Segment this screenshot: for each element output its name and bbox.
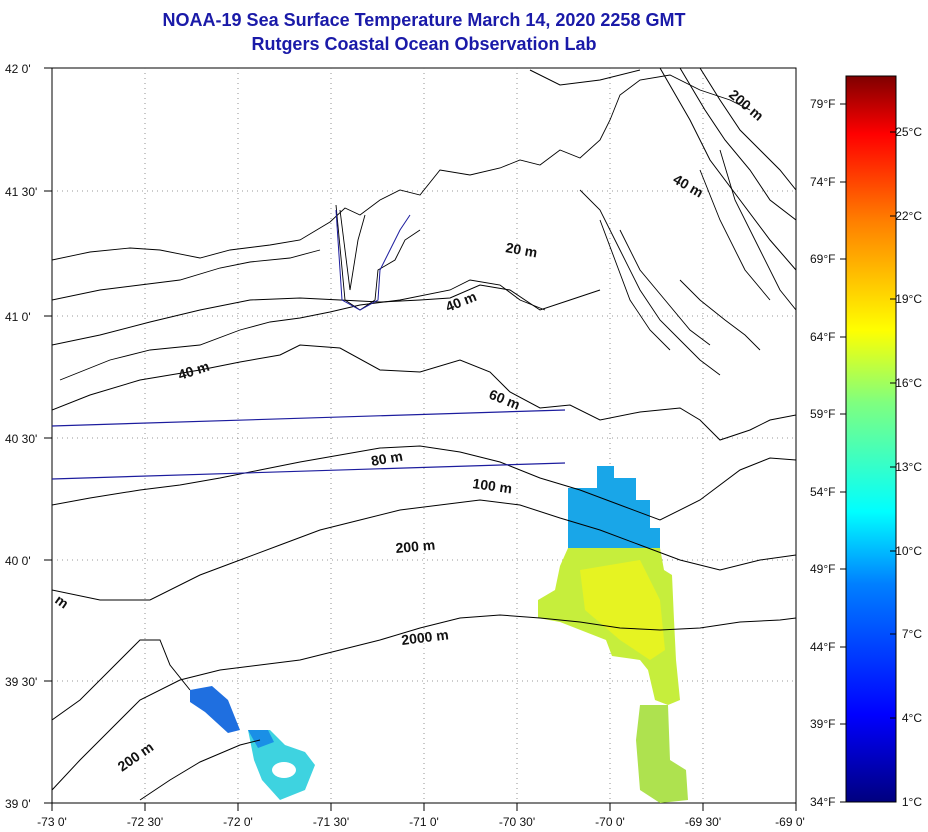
- colorbar-f-label: 69°F: [810, 252, 835, 266]
- sst-data: [190, 466, 688, 803]
- colorbar-c-label: 22°C: [895, 209, 922, 223]
- colorbar-c-label: 1°C: [902, 795, 922, 809]
- colorbar-f-label: 39°F: [810, 717, 835, 731]
- colorbar-gradient: [845, 75, 897, 803]
- lat-label: 39 0': [5, 797, 31, 811]
- lat-label: 40 30': [5, 432, 37, 446]
- lon-label: -72 0': [223, 815, 253, 829]
- depth-contours: [52, 68, 796, 801]
- map-panel: 200 m 40 m 20 m 40 m 40 m 60 m 80 m 100 …: [5, 62, 805, 829]
- map-subtitle: Rutgers Coastal Ocean Observation Lab: [251, 34, 597, 54]
- colorbar-f-label: 59°F: [810, 407, 835, 421]
- colorbar-f-label: 49°F: [810, 562, 835, 576]
- lon-label: -70 30': [499, 815, 535, 829]
- frame-ticks: [44, 67, 797, 811]
- map-title: NOAA-19 Sea Surface Temperature March 14…: [162, 10, 686, 30]
- depth-label: 100 m: [472, 475, 514, 496]
- sst-patch-southwest: [190, 686, 240, 733]
- depth-label: 2000 m: [400, 626, 449, 648]
- lon-label: -71 0': [409, 815, 439, 829]
- depth-label: 200 m: [395, 537, 436, 556]
- colorbar-f-label: 54°F: [810, 485, 835, 499]
- colorbar-c-label: 13°C: [895, 460, 922, 474]
- colorbar-f-label: 64°F: [810, 330, 835, 344]
- lon-label: -73 0': [37, 815, 67, 829]
- colorbar: 79°F 74°F 69°F 64°F 59°F 54°F 49°F 44°F …: [810, 75, 922, 809]
- lon-label: -69 30': [685, 815, 721, 829]
- coastline: [52, 74, 796, 381]
- colorbar-f-label: 34°F: [810, 795, 835, 809]
- colorbar-c-label: 16°C: [895, 376, 922, 390]
- lat-label: 39 30': [5, 675, 37, 689]
- lon-label: -72 30': [127, 815, 163, 829]
- depth-label: 80 m: [370, 448, 404, 469]
- colorbar-c-label: 4°C: [902, 711, 922, 725]
- colorbar-c-label: 25°C: [895, 125, 922, 139]
- lat-label: 41 30': [5, 185, 37, 199]
- lat-label: 41 0': [5, 310, 31, 324]
- lat-label: 40 0': [5, 554, 31, 568]
- colorbar-f-label: 74°F: [810, 175, 835, 189]
- lat-label: 42 0': [5, 62, 31, 76]
- sst-patch-cold: [568, 466, 660, 560]
- colorbar-c-label: 19°C: [895, 292, 922, 306]
- lon-label: -71 30': [313, 815, 349, 829]
- depth-label: 20 m: [504, 239, 538, 260]
- lon-label: -70 0': [595, 815, 625, 829]
- colorbar-f-label: 44°F: [810, 640, 835, 654]
- sst-patch-warmest: [580, 560, 665, 660]
- transect-lines: [52, 409, 566, 480]
- colorbar-f-label: 79°F: [810, 97, 835, 111]
- sst-patch-south: [636, 705, 688, 803]
- colorbar-c-label: 7°C: [902, 627, 922, 641]
- lon-label: -69 0': [775, 815, 805, 829]
- colorbar-c-label: 10°C: [895, 544, 922, 558]
